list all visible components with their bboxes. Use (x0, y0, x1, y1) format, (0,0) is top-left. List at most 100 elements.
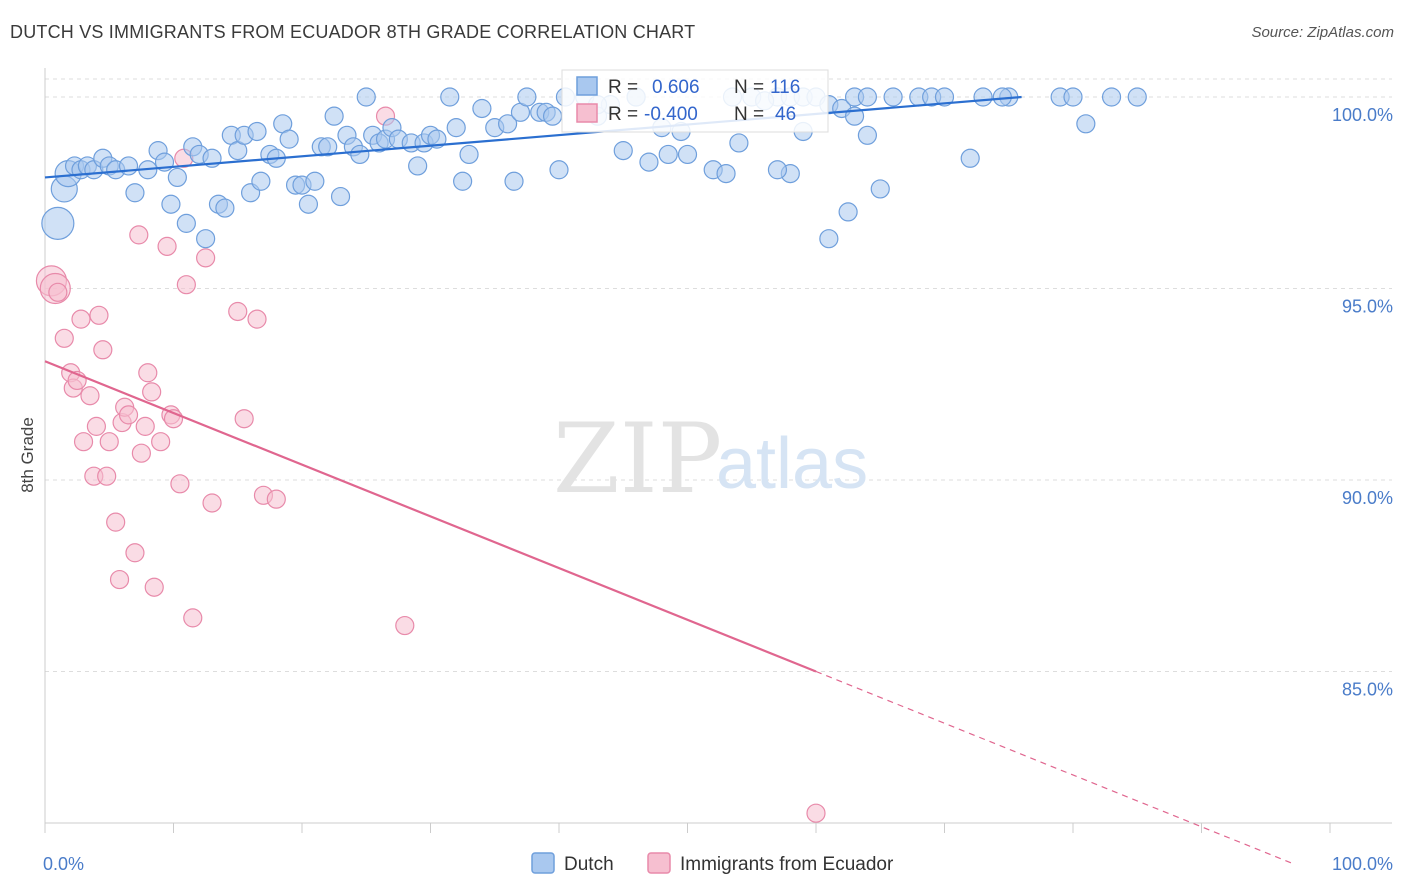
dutch-point (350, 144, 370, 165)
dutch-point (729, 133, 749, 153)
dutch-point (870, 179, 890, 199)
ecuador-point (144, 577, 164, 597)
dutch-point (125, 183, 145, 203)
ecuador-point (138, 363, 158, 383)
dutch-point (504, 171, 524, 191)
dutch-point (857, 125, 878, 145)
trend-lines (44, 95, 1292, 864)
ecuador-trend-line (44, 360, 817, 673)
ecuador-point (129, 225, 149, 245)
dutch-point (247, 121, 267, 142)
ecuador-point (157, 236, 177, 256)
dutch-point (305, 171, 325, 191)
ecuador-point (247, 309, 267, 329)
y-tick-label: 85.0% (1342, 680, 1393, 700)
dutch-point (677, 144, 698, 165)
dutch-point (639, 152, 659, 172)
ecuador-point (234, 409, 254, 429)
y-axis-label: 8th Grade (18, 417, 37, 493)
y-tick-label: 90.0% (1342, 488, 1393, 508)
ecuador-point (118, 405, 139, 425)
ecuador-point (183, 608, 203, 628)
dutch-point (716, 164, 736, 184)
dutch-point (176, 213, 196, 233)
ecuador-point (151, 432, 171, 452)
dutch-point (857, 87, 878, 107)
ecuador-points (35, 106, 826, 823)
dutch-point (118, 156, 139, 176)
ecuador-r-label: R = (608, 104, 638, 125)
ecuador-n-value: 46 (775, 104, 796, 125)
ecuador-point (806, 803, 826, 823)
ecuador-point (135, 416, 155, 436)
dutch-point (167, 167, 187, 188)
stats-box-background (561, 69, 829, 133)
dutch-point (1076, 114, 1096, 134)
dutch-point (356, 87, 376, 107)
ecuador-point (71, 309, 91, 329)
dutch-n-label: N = (734, 77, 764, 98)
watermark: ZIP atlas (553, 403, 868, 515)
dutch-point (472, 98, 492, 119)
y-tick-label: 95.0% (1342, 297, 1393, 317)
ecuador-point (176, 275, 196, 295)
ecuador-point (93, 340, 113, 360)
chart-title: DUTCH VS IMMIGRANTS FROM ECUADOR 8TH GRA… (10, 22, 696, 42)
dutch-point (161, 194, 181, 214)
ecuador-point (109, 569, 130, 590)
dutch-trend-line (44, 95, 1022, 179)
axis-layer (44, 68, 1392, 833)
dutch-point (819, 229, 839, 249)
watermark-zip: ZIP (553, 403, 722, 515)
legend-dutch-label: Dutch (564, 854, 614, 875)
y-tick-label: 100.0% (1332, 105, 1393, 125)
ecuador-point (142, 382, 162, 402)
dutch-point (498, 114, 518, 134)
ecuador-point (196, 248, 216, 268)
dutch-point (883, 87, 903, 107)
dutch-point (658, 144, 678, 165)
legend: Dutch Immigrants from Ecuador (531, 852, 894, 875)
ecuador-point (131, 443, 151, 463)
dutch-point (1063, 87, 1083, 107)
ecuador-point (54, 328, 74, 348)
dutch-point (440, 87, 460, 107)
dutch-r-value: 0.606 (652, 77, 700, 98)
ecuador-stat-swatch (576, 103, 598, 123)
dutch-point (427, 129, 447, 149)
dutch-point (196, 229, 216, 249)
dutch-point (838, 202, 858, 222)
ecuador-point (86, 416, 107, 436)
ecuador-point (202, 493, 222, 513)
ecuador-r-value: -0.400 (644, 104, 698, 125)
dutch-stat-swatch (576, 76, 598, 96)
legend-ecuador-label: Immigrants from Ecuador (680, 854, 894, 875)
ecuador-point (99, 432, 119, 452)
dutch-point (446, 118, 466, 138)
ecuador-point (228, 301, 248, 322)
ecuador-point (266, 489, 286, 509)
dutch-n-value: 116 (770, 77, 800, 98)
ecuador-point (73, 432, 94, 452)
dutch-point (960, 148, 980, 168)
legend-dutch-swatch (531, 852, 555, 874)
dutch-point (298, 194, 319, 214)
watermark-atlas: atlas (716, 424, 868, 504)
source-label: Source: ZipAtlas.com (1251, 24, 1394, 41)
dutch-point (934, 87, 955, 107)
ecuador-trend-extension (815, 670, 1292, 864)
ecuador-point (48, 282, 68, 302)
x-tick-label: 100.0% (1332, 854, 1393, 874)
legend-ecuador-swatch (647, 852, 671, 874)
dutch-point (41, 206, 75, 240)
dutch-point (408, 156, 428, 176)
dutch-point (517, 87, 537, 107)
ecuador-point (80, 386, 100, 406)
ecuador-point (89, 305, 109, 325)
tick-labels: 85.0% 90.0% 95.0% 100.0% 0.0% 100.0% (43, 105, 1393, 874)
dutch-r-label: R = (608, 77, 638, 98)
dutch-point (542, 106, 563, 126)
dutch-point (453, 171, 473, 191)
dutch-point (973, 87, 993, 107)
